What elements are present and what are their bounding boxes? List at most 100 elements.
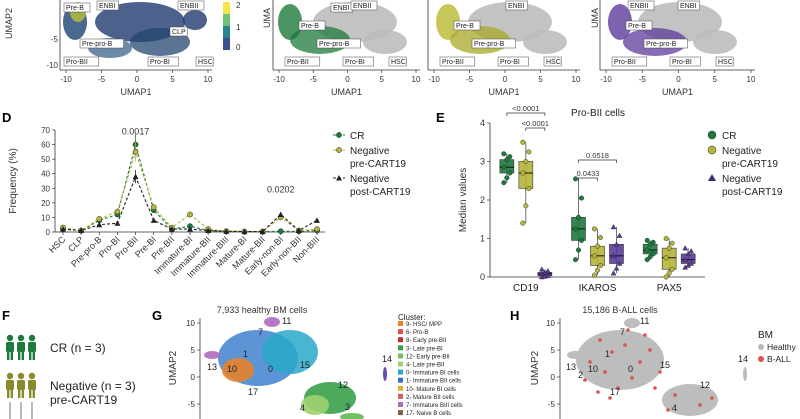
- y-tick-label: 0: [551, 373, 556, 382]
- legend-label: 9- HSC/ MPP: [406, 322, 442, 328]
- cluster-number: 17: [248, 387, 258, 397]
- person-head: [6, 334, 14, 342]
- b-all-cell: [616, 386, 620, 390]
- person-head: [17, 334, 25, 342]
- legend-swatch: [398, 377, 403, 383]
- cluster-blob: [340, 413, 364, 419]
- cell-label: Pro-BI: [669, 56, 701, 67]
- legend-label: 17- Naive B cells: [406, 411, 451, 417]
- cell-label-text: Pro-BI: [500, 59, 520, 66]
- data-point: [573, 176, 579, 182]
- cluster-number: 13: [207, 362, 217, 372]
- axis-tick-label: -10: [46, 61, 58, 70]
- data-point: [187, 211, 193, 218]
- cell-label-text: HSC: [546, 59, 561, 66]
- data-point: [277, 228, 284, 235]
- x-tick-label: IKAROS: [579, 283, 617, 294]
- cell-label: Pro-BI: [342, 56, 374, 67]
- cell-label: Pre-pro-B: [643, 38, 688, 49]
- box: [609, 243, 624, 264]
- cell-label-box: [497, 56, 529, 67]
- axis-label: UMAP2: [4, 8, 14, 39]
- cell-label: ENBII: [627, 0, 655, 11]
- legend-label: 2- Mature BII cells: [406, 395, 454, 401]
- b-all-cell: [608, 396, 612, 400]
- cluster-blob: [383, 367, 387, 381]
- p-value-label: 0.0202: [267, 185, 295, 195]
- data-point: [314, 217, 320, 223]
- cluster-number: 0: [628, 364, 633, 374]
- legend-marker: [707, 130, 717, 140]
- cluster-blob: [262, 330, 318, 374]
- cell-label-box: [388, 56, 407, 67]
- cell-label-text: ENBII: [180, 3, 198, 10]
- panel-title: 15,186 B-ALL cells: [582, 305, 658, 315]
- cell-label-text: Pre-pro-B: [82, 41, 113, 48]
- person-body: [6, 342, 14, 352]
- cluster-number: 10: [588, 364, 598, 374]
- cell-label-text: ENBII: [630, 3, 648, 10]
- cell-label: Pre-pro-B: [316, 38, 361, 49]
- cell-label-text: Pro-BI: [345, 59, 365, 66]
- y-tick-label: -5: [188, 400, 196, 409]
- data-point: [526, 185, 532, 191]
- cell-label: Pre-B: [453, 20, 481, 31]
- cell-label-box: [63, 2, 91, 13]
- data-point: [685, 250, 692, 257]
- umap-panel-1: 2 1 0: [59, 0, 241, 71]
- b-all-cell: [610, 350, 614, 354]
- cell-label: ENBI: [330, 2, 353, 13]
- cell-label-box: [669, 56, 701, 67]
- panel-letter: D: [2, 110, 11, 125]
- data-point: [504, 157, 510, 163]
- data-point: [682, 256, 689, 262]
- data-point: [663, 235, 669, 241]
- cell-label: Pro-BI: [147, 56, 179, 67]
- cluster-number: 13: [566, 362, 576, 372]
- person-icon: [6, 334, 14, 360]
- cell-label-text: Pre-B: [628, 23, 646, 30]
- cell-label-text: Pro-BII: [287, 59, 309, 66]
- cell-label-box: [715, 56, 734, 67]
- legend-swatch: [398, 321, 403, 326]
- cluster-number: 7: [258, 327, 263, 337]
- cell-label-text: Pre-pro-B: [646, 41, 677, 48]
- cluster-blob: [743, 367, 747, 381]
- axis-tick-label: -5: [51, 35, 59, 44]
- data-point: [644, 257, 650, 263]
- p-value-label: 0.0433: [577, 169, 600, 178]
- data-point: [168, 226, 175, 232]
- axis-tick-label: 0: [503, 75, 508, 84]
- data-point: [501, 151, 507, 157]
- cell-label: ENBII: [177, 0, 205, 11]
- cell-label-text: CLP: [172, 29, 186, 36]
- data-point: [610, 224, 617, 230]
- p-value-label: 0.0017: [122, 126, 150, 136]
- cell-label-text: Pro-BI: [672, 59, 692, 66]
- umap-cloud: [278, 4, 302, 40]
- legend-label: Healthy: [767, 342, 797, 352]
- data-point: [501, 180, 507, 186]
- cell-label-box: [177, 0, 205, 11]
- cluster-number: 12: [338, 380, 348, 390]
- cell-label-box: [284, 56, 321, 67]
- b-all-cell: [638, 360, 642, 364]
- data-point: [592, 272, 598, 278]
- b-all-cell: [653, 386, 657, 390]
- person-body: [28, 342, 36, 352]
- person-icon: [17, 372, 25, 398]
- umap-cloud: [693, 30, 737, 54]
- cell-label-box: [63, 56, 100, 67]
- data-point: [644, 237, 650, 243]
- data-point: [598, 262, 604, 268]
- legend-swatch: [398, 393, 403, 399]
- data-point: [573, 226, 579, 232]
- cluster-number: 10: [227, 364, 237, 374]
- box: [518, 161, 534, 189]
- panel-e-legend: CR Negative pre-CART19 Negative post-CART19: [707, 130, 783, 198]
- axis-tick-label: -10: [60, 75, 72, 84]
- cluster-blob: [624, 318, 640, 328]
- axis-tick-label: 10: [412, 75, 421, 84]
- data-point: [114, 208, 121, 215]
